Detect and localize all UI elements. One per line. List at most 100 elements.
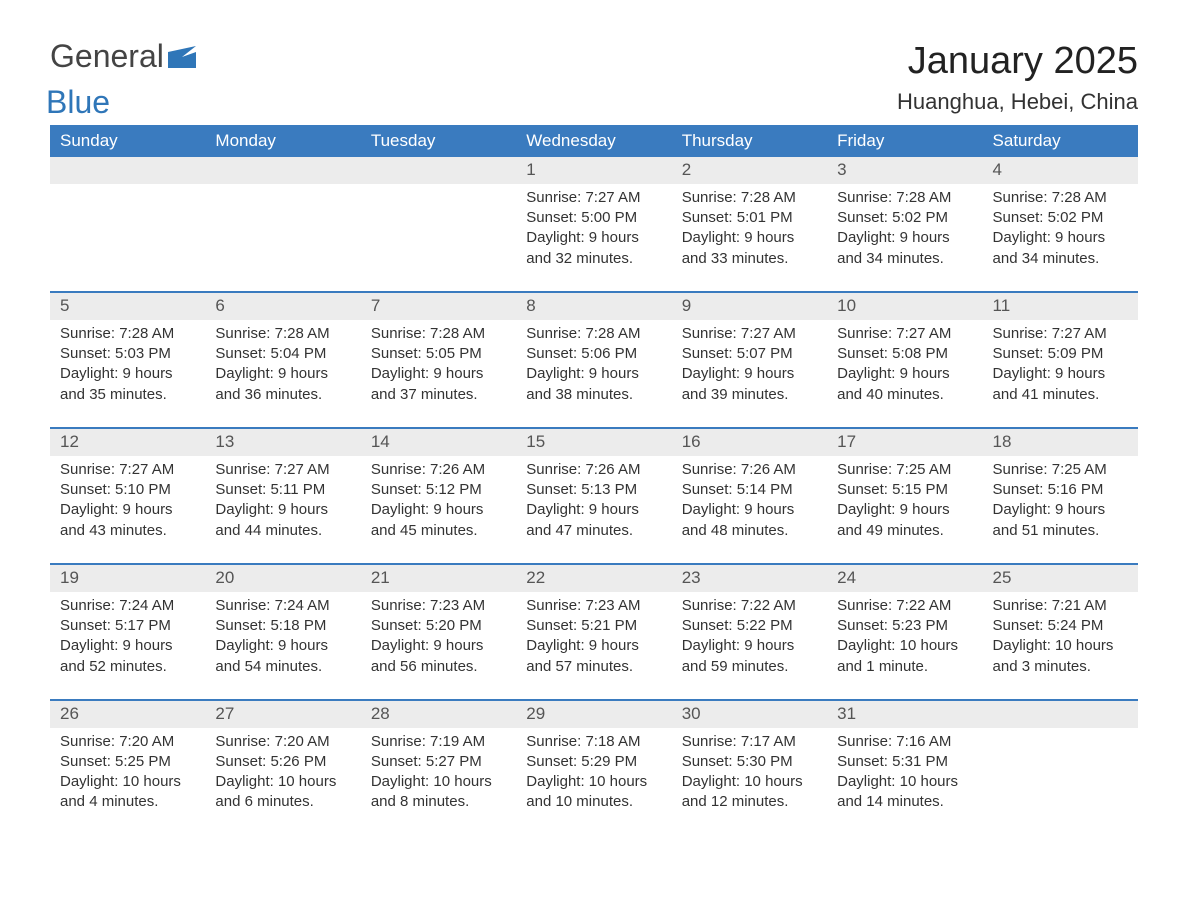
sunrise-value: Sunrise: 7:28 AM [682,188,817,208]
daylight-value: Daylight: 9 hours and 35 minutes. [60,364,195,405]
sunrise-value: Sunrise: 7:22 AM [682,596,817,616]
sunset-value: Sunset: 5:23 PM [837,616,972,636]
day-number: 10 [827,293,982,320]
sunrise-value: Sunrise: 7:26 AM [682,460,817,480]
sunrise-value: Sunrise: 7:24 AM [215,596,350,616]
day-number [50,157,205,184]
daylight-value: Daylight: 9 hours and 34 minutes. [993,228,1128,269]
day-header: Tuesday [361,125,516,157]
calendar-cell: 1Sunrise: 7:27 AMSunset: 5:00 PMDaylight… [516,157,671,292]
sunrise-value: Sunrise: 7:27 AM [682,324,817,344]
flag-icon [168,46,202,73]
calendar-week: 12Sunrise: 7:27 AMSunset: 5:10 PMDayligh… [50,428,1138,564]
day-header-row: SundayMondayTuesdayWednesdayThursdayFrid… [50,125,1138,157]
sunrise-value: Sunrise: 7:25 AM [993,460,1128,480]
daylight-value: Daylight: 10 hours and 14 minutes. [837,772,972,813]
sunset-value: Sunset: 5:20 PM [371,616,506,636]
sunset-value: Sunset: 5:06 PM [526,344,661,364]
month-title: January 2025 [897,40,1138,83]
sunrise-value: Sunrise: 7:27 AM [526,188,661,208]
day-number [361,157,516,184]
daylight-value: Daylight: 9 hours and 34 minutes. [837,228,972,269]
day-header: Saturday [983,125,1138,157]
sunrise-value: Sunrise: 7:27 AM [60,460,195,480]
day-header: Friday [827,125,982,157]
daylight-value: Daylight: 9 hours and 56 minutes. [371,636,506,677]
daylight-value: Daylight: 10 hours and 10 minutes. [526,772,661,813]
day-number: 21 [361,565,516,592]
day-number: 1 [516,157,671,184]
sunrise-value: Sunrise: 7:20 AM [60,732,195,752]
sunrise-value: Sunrise: 7:25 AM [837,460,972,480]
day-number [205,157,360,184]
calendar-cell: 11Sunrise: 7:27 AMSunset: 5:09 PMDayligh… [983,292,1138,428]
sunset-value: Sunset: 5:11 PM [215,480,350,500]
daylight-value: Daylight: 9 hours and 49 minutes. [837,500,972,541]
sunset-value: Sunset: 5:15 PM [837,480,972,500]
daylight-value: Daylight: 9 hours and 38 minutes. [526,364,661,405]
calendar-cell: 2Sunrise: 7:28 AMSunset: 5:01 PMDaylight… [672,157,827,292]
sunset-value: Sunset: 5:26 PM [215,752,350,772]
sunset-value: Sunset: 5:03 PM [60,344,195,364]
calendar-cell: 17 Sunrise: 7:25 AMSunset: 5:15 PMDayligh… [827,428,982,564]
day-number: 29 [516,701,671,728]
calendar-cell: 15Sunrise: 7:26 AMSunset: 5:13 PMDayligh… [516,428,671,564]
day-header: Sunday [50,125,205,157]
calendar-cell: 14Sunrise: 7:26 AMSunset: 5:12 PMDayligh… [361,428,516,564]
logo-text-blue: Blue [46,84,110,120]
sunset-value: Sunset: 5:30 PM [682,752,817,772]
calendar-cell [983,700,1138,835]
calendar-cell: 23Sunrise: 7:22 AMSunset: 5:22 PMDayligh… [672,564,827,700]
day-number: 15 [516,429,671,456]
calendar-cell: 29Sunrise: 7:18 AMSunset: 5:29 PMDayligh… [516,700,671,835]
calendar-cell: 24Sunrise: 7:22 AMSunset: 5:23 PMDayligh… [827,564,982,700]
sunset-value: Sunset: 5:13 PM [526,480,661,500]
calendar-cell: 13Sunrise: 7:27 AMSunset: 5:11 PMDayligh… [205,428,360,564]
calendar-table: SundayMondayTuesdayWednesdayThursdayFrid… [50,125,1138,835]
sunset-value: Sunset: 5:31 PM [837,752,972,772]
day-number: 11 [983,293,1138,320]
day-number: 20 [205,565,360,592]
sunrise-value: Sunrise: 7:23 AM [371,596,506,616]
sunrise-value: Sunrise: 7:27 AM [837,324,972,344]
sunset-value: Sunset: 5:02 PM [837,208,972,228]
day-number: 19 [50,565,205,592]
sunrise-value: Sunrise: 7:26 AM [526,460,661,480]
sunset-value: Sunset: 5:24 PM [993,616,1128,636]
calendar-cell [361,157,516,292]
daylight-value: Daylight: 9 hours and 43 minutes. [60,500,195,541]
daylight-value: Daylight: 9 hours and 37 minutes. [371,364,506,405]
sunrise-value: Sunrise: 7:28 AM [60,324,195,344]
sunrise-value: Sunrise: 7:24 AM [60,596,195,616]
daylight-value: Daylight: 9 hours and 39 minutes. [682,364,817,405]
day-number: 12 [50,429,205,456]
sunset-value: Sunset: 5:27 PM [371,752,506,772]
day-number [983,701,1138,728]
day-number: 23 [672,565,827,592]
day-number: 16 [672,429,827,456]
daylight-value: Daylight: 9 hours and 52 minutes. [60,636,195,677]
calendar-cell: 27Sunrise: 7:20 AMSunset: 5:26 PMDayligh… [205,700,360,835]
calendar-cell: 3Sunrise: 7:28 AMSunset: 5:02 PMDaylight… [827,157,982,292]
daylight-value: Daylight: 9 hours and 44 minutes. [215,500,350,541]
daylight-value: Daylight: 9 hours and 36 minutes. [215,364,350,405]
calendar-cell: 20Sunrise: 7:24 AMSunset: 5:18 PMDayligh… [205,564,360,700]
sunset-value: Sunset: 5:04 PM [215,344,350,364]
calendar-week: 1Sunrise: 7:27 AMSunset: 5:00 PMDaylight… [50,157,1138,292]
calendar-cell: 25Sunrise: 7:21 AMSunset: 5:24 PMDayligh… [983,564,1138,700]
header: General Blue January 2025 Huanghua, Hebe… [50,40,1138,115]
day-number: 17 [827,429,982,456]
daylight-value: Daylight: 10 hours and 1 minute. [837,636,972,677]
calendar-body: 1Sunrise: 7:27 AMSunset: 5:00 PMDaylight… [50,157,1138,835]
day-number: 31 [827,701,982,728]
sunrise-value: Sunrise: 7:26 AM [371,460,506,480]
daylight-value: Daylight: 9 hours and 51 minutes. [993,500,1128,541]
sunset-value: Sunset: 5:17 PM [60,616,195,636]
day-header: Wednesday [516,125,671,157]
sunrise-value: Sunrise: 7:18 AM [526,732,661,752]
day-number: 3 [827,157,982,184]
day-number: 5 [50,293,205,320]
calendar-cell: 8Sunrise: 7:28 AMSunset: 5:06 PMDaylight… [516,292,671,428]
calendar-cell: 12Sunrise: 7:27 AMSunset: 5:10 PMDayligh… [50,428,205,564]
day-number: 30 [672,701,827,728]
